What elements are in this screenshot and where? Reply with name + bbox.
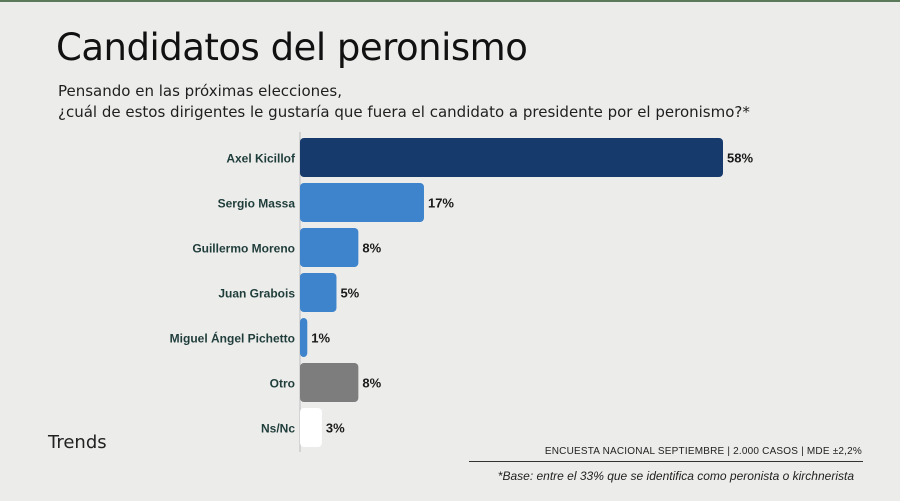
bar <box>300 273 337 312</box>
top-border-line <box>0 0 900 2</box>
value-label: 8% <box>362 241 381 256</box>
bar <box>300 363 359 402</box>
value-label: 8% <box>362 376 381 391</box>
bar <box>300 228 359 267</box>
brand-logo: Trends <box>48 432 107 453</box>
value-label: 1% <box>311 331 330 346</box>
bar <box>300 408 322 447</box>
footnote: *Base: entre el 33% que se identifica co… <box>497 469 854 483</box>
subtitle-line-1: Pensando en las próximas elecciones, <box>58 82 342 100</box>
subtitle-line-2: ¿cuál de estos dirigentes le gustaría qu… <box>58 103 750 121</box>
category-label: Juan Grabois <box>218 287 295 301</box>
category-label: Miguel Ángel Pichetto <box>170 331 295 346</box>
bar <box>300 318 308 357</box>
category-label: Sergio Massa <box>218 197 296 211</box>
survey-info: ENCUESTA NACIONAL SEPTIEMBRE | 2.000 CAS… <box>544 446 862 457</box>
bar <box>300 138 723 177</box>
category-label: Guillermo Moreno <box>192 242 295 256</box>
bar <box>300 183 424 222</box>
value-label: 17% <box>428 196 454 211</box>
page-title: Candidatos del peronismo <box>56 26 528 69</box>
category-label: Ns/Nc <box>261 422 295 436</box>
category-label: Axel Kicillof <box>226 152 296 166</box>
footer-divider <box>469 461 863 462</box>
category-label: Otro <box>270 377 295 391</box>
value-label: 3% <box>326 421 345 436</box>
value-label: 5% <box>340 286 359 301</box>
value-label: 58% <box>727 151 753 166</box>
